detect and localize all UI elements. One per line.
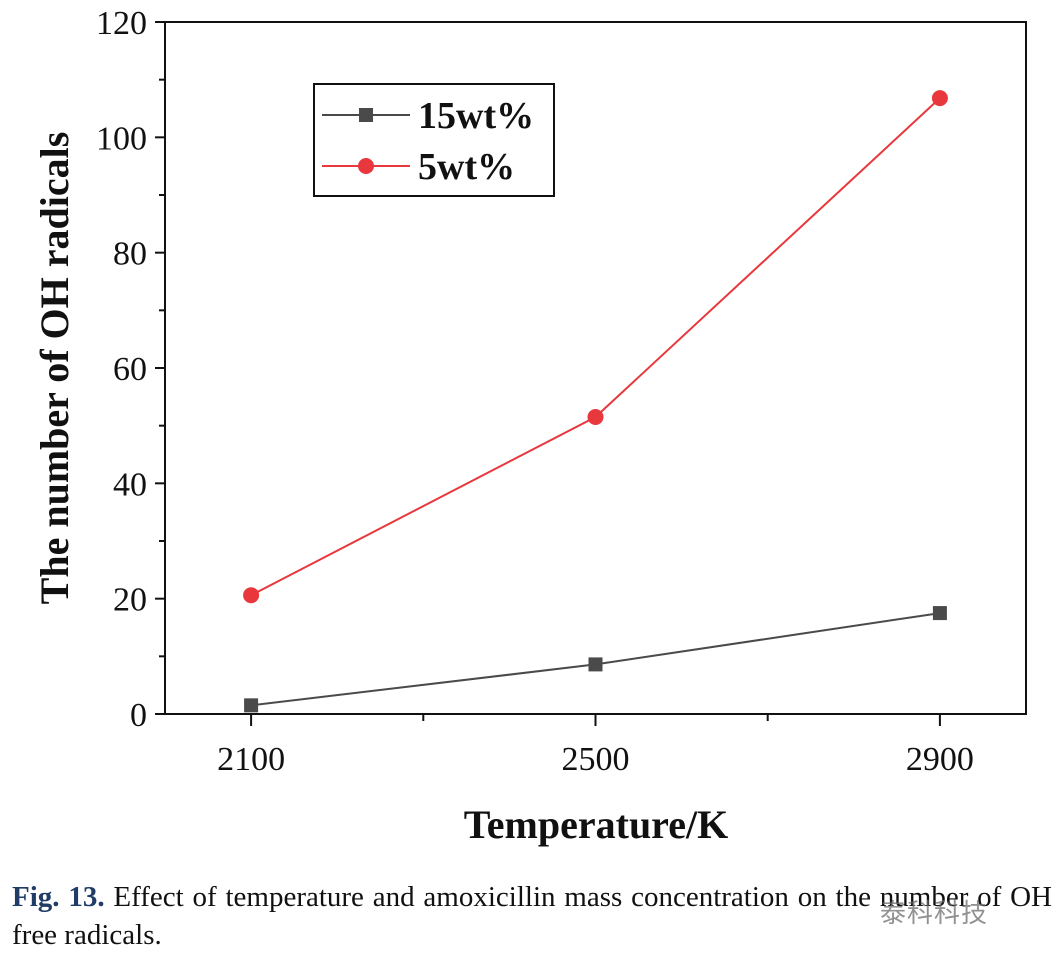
x-axis-ticks: 2100 2500 2900	[217, 714, 974, 778]
series-layer	[243, 90, 948, 713]
data-point-1-2	[931, 90, 948, 107]
y-tick-label-40: 40	[113, 466, 147, 503]
legend-items: 15wt% 5wt%	[322, 95, 534, 188]
watermark: 泰科科技	[880, 899, 989, 929]
legend-box	[313, 83, 555, 197]
data-point-0-1	[588, 657, 603, 672]
caption-text: Effect of temperature and amoxicillin ma…	[12, 881, 1053, 951]
y-tick-label-100: 100	[96, 120, 147, 157]
y-tick-label-80: 80	[113, 236, 147, 273]
y-tick-label-20: 20	[113, 582, 147, 619]
x-axis-title: Temperature/K	[464, 802, 728, 847]
legend-marker-0	[359, 108, 373, 122]
data-point-1-1	[587, 409, 604, 426]
legend-marker-1	[358, 158, 374, 174]
legend-label-0: 15wt%	[418, 95, 534, 137]
y-tick-label-60: 60	[113, 351, 147, 388]
y-tick-label-0: 0	[130, 697, 147, 734]
y-axis-title: The number of OH radicals	[32, 132, 77, 605]
legend-label-1: 5wt%	[418, 146, 515, 188]
data-point-0-0	[244, 698, 259, 713]
data-point-1-0	[243, 587, 260, 604]
legend: 15wt% 5wt%	[313, 83, 555, 197]
figure-caption: Fig. 13. Effect of temperature and amoxi…	[12, 878, 1052, 954]
data-point-0-2	[932, 606, 947, 621]
caption-label: Fig. 13.	[12, 881, 105, 913]
x-tick-label-2900: 2900	[906, 741, 974, 778]
y-tick-label-120: 120	[96, 5, 147, 42]
x-tick-label-2500: 2500	[562, 741, 630, 778]
plot-frame	[164, 21, 1027, 715]
y-axis-ticks: 0 20 40 60 80 100 120	[96, 5, 165, 734]
x-tick-label-2100: 2100	[217, 741, 285, 778]
